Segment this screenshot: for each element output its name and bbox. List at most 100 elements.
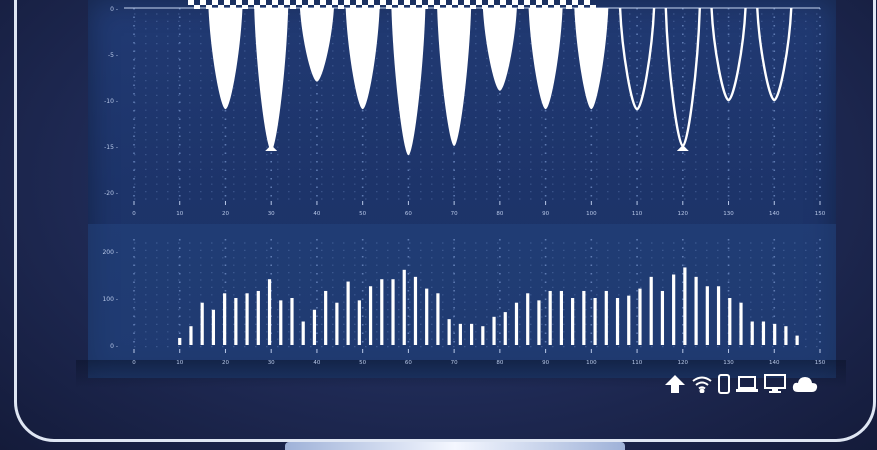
top-spike [208, 8, 243, 110]
bottom-bar [571, 298, 575, 345]
bottom-bar [346, 281, 350, 345]
checker-cell [488, 0, 494, 5]
checker-cell [254, 5, 260, 9]
checker-cell [308, 0, 314, 5]
checker-cell [284, 0, 290, 5]
bottom-bar [447, 319, 451, 345]
home-bar[interactable] [285, 442, 625, 450]
bottom-bar [380, 279, 384, 345]
bottom-bar [559, 290, 563, 345]
bottom-bar [615, 298, 620, 345]
checker-cell [506, 5, 512, 9]
checker-cell [536, 0, 542, 5]
checker-cell [410, 5, 416, 9]
bottom-bar [694, 276, 698, 345]
checker-cell [194, 5, 200, 9]
bottom-x-tick-label: 120 [678, 360, 689, 366]
laptop-icon[interactable] [736, 375, 758, 393]
top-spike [391, 8, 426, 156]
checker-cell [464, 0, 470, 5]
wifi-icon[interactable] [692, 375, 712, 393]
top-x-tick-label: 0 [132, 211, 136, 217]
bottom-bar [604, 290, 608, 345]
top-x-tick-label: 20 [222, 211, 229, 217]
checker-cell [554, 5, 560, 9]
bottom-x-tick-label: 110 [632, 360, 643, 366]
checker-cell [200, 0, 206, 5]
bottom-bar [391, 279, 395, 345]
checker-cell [206, 5, 212, 9]
checker-cell [500, 0, 506, 5]
bottom-x-tick-label: 0 [132, 360, 136, 366]
checker-cell [332, 0, 338, 5]
bottom-bar [526, 293, 530, 345]
checker-cell [314, 5, 320, 9]
checker-cell [212, 0, 218, 5]
phone-icon[interactable] [718, 374, 730, 394]
checker-cell [470, 5, 476, 9]
top-x-tick-label: 70 [451, 211, 458, 217]
top-x-tick-label: 120 [678, 211, 689, 217]
checker-cell [356, 0, 362, 5]
bottom-bar [223, 293, 227, 345]
top-y-tick-label: -10 - [104, 98, 118, 105]
top-spike [345, 8, 380, 110]
bottom-x-tick-label: 50 [359, 360, 366, 366]
bottom-bar [357, 300, 361, 345]
checker-cell [458, 5, 464, 9]
bottom-bar [761, 321, 766, 345]
bottom-bar [683, 267, 687, 345]
bottom-bar [312, 309, 317, 345]
top-x-tick-label: 30 [268, 211, 275, 217]
checker-cell [218, 5, 224, 9]
top-y-tick-label: 0 - [110, 6, 118, 13]
checker-cell [476, 0, 482, 5]
checker-cell [338, 5, 344, 9]
upload-icon[interactable] [664, 374, 686, 394]
checker-cell [188, 0, 194, 5]
top-x-tick-label: 50 [359, 211, 366, 217]
bottom-bar [705, 286, 709, 345]
checker-cell [290, 5, 296, 9]
bottom-bar [368, 286, 373, 345]
bottom-bar [503, 312, 507, 345]
checker-cell [248, 0, 254, 5]
bottom-bar [582, 290, 586, 345]
bottom-bar [200, 302, 204, 345]
checker-cell [260, 0, 266, 5]
monitor-icon[interactable] [764, 374, 786, 394]
bottom-x-tick-label: 40 [313, 360, 320, 366]
status-icons [664, 373, 818, 395]
top-x-tick-label: 40 [313, 211, 320, 217]
bottom-bar [290, 298, 294, 345]
top-x-tick-label: 130 [723, 211, 734, 217]
top-marker [676, 145, 689, 151]
bottom-bar [245, 293, 249, 345]
top-spike [528, 8, 563, 110]
bottom-bar [750, 321, 754, 345]
checker-cell [326, 5, 332, 9]
bottom-bar [267, 279, 272, 345]
bottom-bar [413, 276, 418, 345]
top-x-tick-label: 80 [496, 211, 503, 217]
top-x-tick-label: 60 [405, 211, 412, 217]
bottom-bar [638, 288, 642, 345]
top-spike [710, 7, 747, 102]
bottom-bar [593, 298, 597, 345]
bottom-bar [436, 293, 440, 345]
bottom-x-tick-label: 90 [542, 360, 549, 366]
bottom-x-tick-label: 70 [451, 360, 458, 366]
checker-cell [494, 5, 500, 9]
bottom-bar [716, 286, 721, 345]
checker-cell [452, 0, 458, 5]
bottom-x-tick-label: 10 [176, 360, 183, 366]
bottom-x-tick-label: 80 [496, 360, 503, 366]
top-x-tick-label: 110 [632, 211, 643, 217]
bottom-x-tick-label: 150 [815, 360, 826, 366]
top-spike [482, 8, 517, 91]
cloud-icon[interactable] [792, 375, 818, 393]
bottom-bar [795, 335, 799, 345]
top-chart: 0 - -5 - -10 - -15 - -20 - 0 10 20 30 40 50 60 70 80 9… [104, 0, 826, 217]
checker-cell [428, 0, 434, 5]
checker-cell [320, 0, 326, 5]
